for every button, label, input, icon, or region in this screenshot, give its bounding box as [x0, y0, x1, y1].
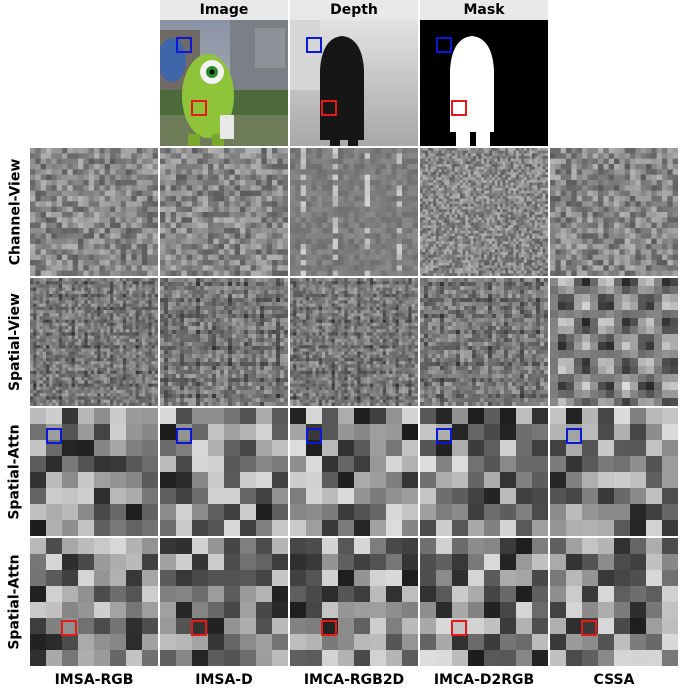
column-label-imsa-d: IMSA-D — [195, 672, 253, 688]
blue-marker — [46, 428, 62, 444]
input-mask-image — [420, 20, 548, 146]
column-label-imca-rgb2d: IMCA-RGB2D — [303, 672, 405, 688]
column-header-depth: Depth — [290, 0, 418, 20]
map-cell — [160, 538, 288, 666]
map-cell — [550, 408, 678, 536]
map-cell — [290, 278, 418, 406]
blue-marker — [176, 428, 192, 444]
map-cell — [160, 278, 288, 406]
column-label-imsa-rgb: IMSA-RGB — [54, 672, 134, 688]
map-cell — [420, 148, 548, 276]
map-cell — [420, 538, 548, 666]
map-cell — [160, 408, 288, 536]
input-rgb-image — [160, 20, 288, 146]
red-marker — [581, 620, 597, 636]
blue-marker — [566, 428, 582, 444]
map-cell — [290, 408, 418, 536]
red-marker — [451, 620, 467, 636]
map-cell — [160, 148, 288, 276]
row-label-spatial-attn-blue: Spatial-Attn — [7, 424, 24, 520]
red-marker — [321, 100, 337, 116]
map-cell — [290, 538, 418, 666]
map-cell — [550, 538, 678, 666]
blue-marker — [176, 37, 192, 53]
map-cell — [420, 408, 548, 536]
map-cell — [420, 278, 548, 406]
map-cell — [30, 148, 158, 276]
column-label-imca-d2rgb: IMCA-D2RGB — [433, 672, 535, 688]
row-label-channel-view: Channel-View — [7, 158, 23, 266]
row-label-spatial-view: Spatial-View — [7, 293, 23, 391]
map-cell — [550, 148, 678, 276]
map-cell — [550, 278, 678, 406]
blue-marker — [306, 37, 322, 53]
blue-marker — [436, 428, 452, 444]
row-label-spatial-attn-red: Spatial-Attn — [7, 554, 24, 650]
map-cell — [30, 278, 158, 406]
red-marker — [191, 620, 207, 636]
red-marker — [451, 100, 467, 116]
column-header-mask: Mask — [420, 0, 548, 20]
blue-marker — [306, 428, 322, 444]
map-cell — [290, 148, 418, 276]
column-header-image: Image — [160, 0, 288, 20]
map-cell — [30, 408, 158, 536]
input-depth-image — [290, 20, 418, 146]
red-marker — [321, 620, 337, 636]
map-cell — [30, 538, 158, 666]
red-marker — [61, 620, 77, 636]
column-label-cssa: CSSA — [593, 672, 635, 688]
blue-marker — [436, 37, 452, 53]
red-marker — [191, 100, 207, 116]
